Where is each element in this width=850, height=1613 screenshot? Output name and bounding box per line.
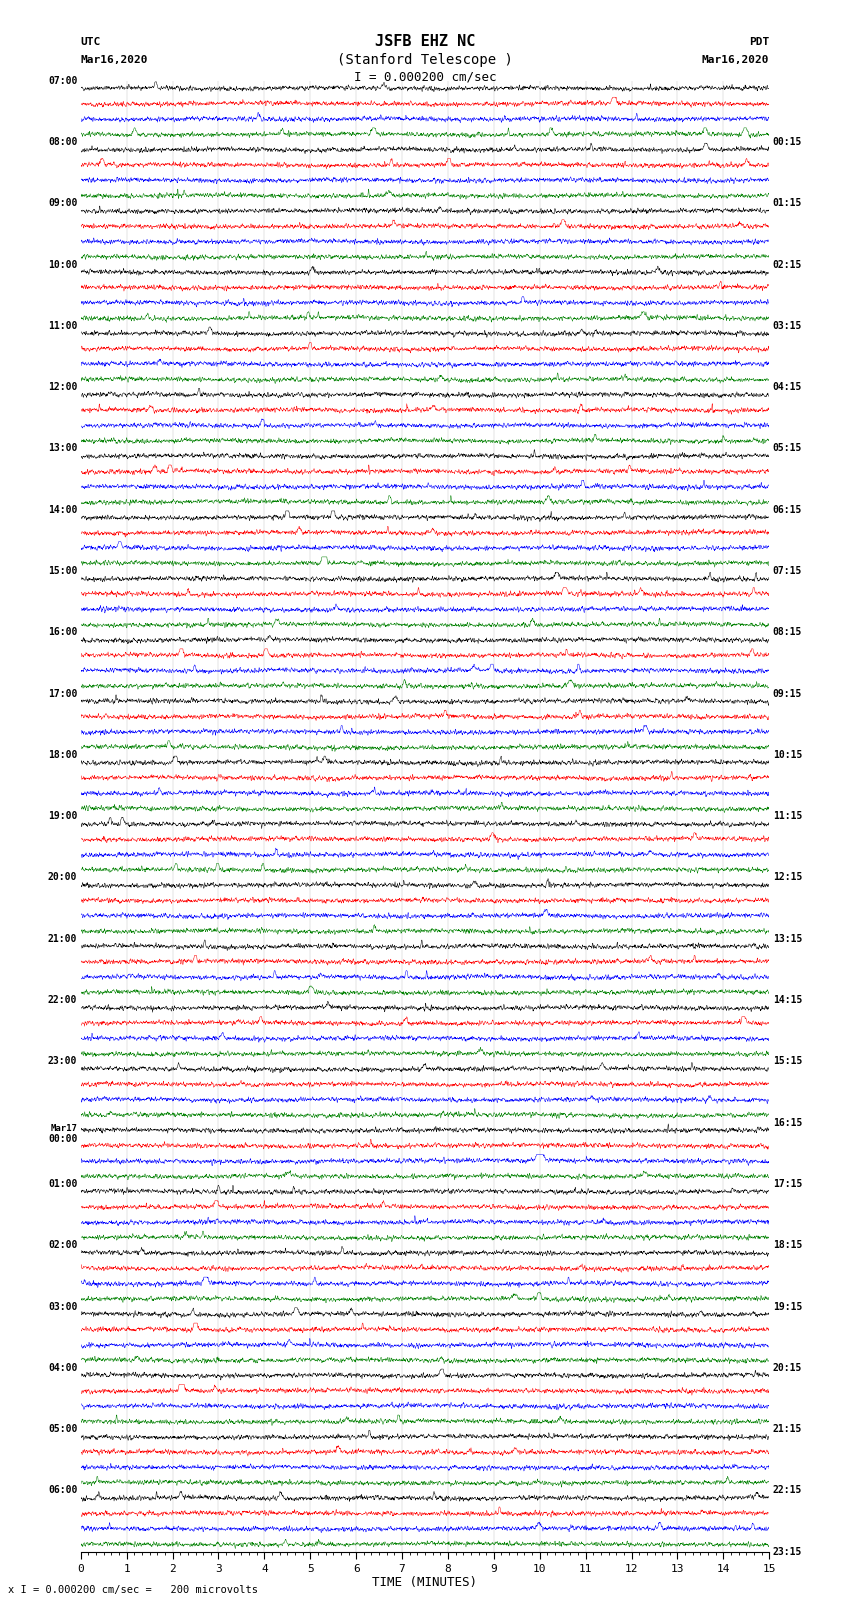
Text: 17:00: 17:00	[48, 689, 77, 698]
Text: 02:15: 02:15	[773, 260, 802, 269]
Text: 10:00: 10:00	[48, 260, 77, 269]
Text: 15:15: 15:15	[773, 1057, 802, 1066]
Text: 11:00: 11:00	[48, 321, 77, 331]
Text: 07:00: 07:00	[48, 76, 77, 85]
Text: 18:15: 18:15	[773, 1240, 802, 1250]
Text: JSFB EHZ NC: JSFB EHZ NC	[375, 34, 475, 50]
Text: 09:00: 09:00	[48, 198, 77, 208]
Text: 14:15: 14:15	[773, 995, 802, 1005]
Text: 20:00: 20:00	[48, 873, 77, 882]
Text: 15:00: 15:00	[48, 566, 77, 576]
Text: Mar17: Mar17	[50, 1124, 77, 1134]
Text: 23:15: 23:15	[773, 1547, 802, 1557]
Text: 16:15: 16:15	[773, 1118, 802, 1127]
Text: 23:00: 23:00	[48, 1057, 77, 1066]
Text: 19:00: 19:00	[48, 811, 77, 821]
Text: 02:00: 02:00	[48, 1240, 77, 1250]
Text: 14:00: 14:00	[48, 505, 77, 515]
Text: 22:00: 22:00	[48, 995, 77, 1005]
Text: PDT: PDT	[749, 37, 769, 47]
Text: 04:00: 04:00	[48, 1363, 77, 1373]
Text: 13:15: 13:15	[773, 934, 802, 944]
Text: 11:15: 11:15	[773, 811, 802, 821]
Text: 01:00: 01:00	[48, 1179, 77, 1189]
Text: (Stanford Telescope ): (Stanford Telescope )	[337, 53, 513, 66]
Text: 00:00: 00:00	[48, 1134, 77, 1144]
Text: 21:15: 21:15	[773, 1424, 802, 1434]
Text: 01:15: 01:15	[773, 198, 802, 208]
Text: 16:00: 16:00	[48, 627, 77, 637]
Text: 19:15: 19:15	[773, 1302, 802, 1311]
Text: 05:00: 05:00	[48, 1424, 77, 1434]
Text: 08:15: 08:15	[773, 627, 802, 637]
Text: 05:15: 05:15	[773, 444, 802, 453]
Text: 06:15: 06:15	[773, 505, 802, 515]
Text: 07:15: 07:15	[773, 566, 802, 576]
Text: 20:15: 20:15	[773, 1363, 802, 1373]
Text: 13:00: 13:00	[48, 444, 77, 453]
Text: 18:00: 18:00	[48, 750, 77, 760]
Text: 09:15: 09:15	[773, 689, 802, 698]
Text: 06:00: 06:00	[48, 1486, 77, 1495]
Text: 08:00: 08:00	[48, 137, 77, 147]
Text: 00:15: 00:15	[773, 137, 802, 147]
Text: Mar16,2020: Mar16,2020	[702, 55, 769, 65]
Text: 12:15: 12:15	[773, 873, 802, 882]
Text: UTC: UTC	[81, 37, 101, 47]
Text: 17:15: 17:15	[773, 1179, 802, 1189]
Text: Mar16,2020: Mar16,2020	[81, 55, 148, 65]
Text: 03:15: 03:15	[773, 321, 802, 331]
Text: 12:00: 12:00	[48, 382, 77, 392]
Text: 04:15: 04:15	[773, 382, 802, 392]
X-axis label: TIME (MINUTES): TIME (MINUTES)	[372, 1576, 478, 1589]
Text: 10:15: 10:15	[773, 750, 802, 760]
Text: 21:00: 21:00	[48, 934, 77, 944]
Text: 22:15: 22:15	[773, 1486, 802, 1495]
Text: x I = 0.000200 cm/sec =   200 microvolts: x I = 0.000200 cm/sec = 200 microvolts	[8, 1586, 258, 1595]
Text: I = 0.000200 cm/sec: I = 0.000200 cm/sec	[354, 71, 496, 84]
Text: 03:00: 03:00	[48, 1302, 77, 1311]
